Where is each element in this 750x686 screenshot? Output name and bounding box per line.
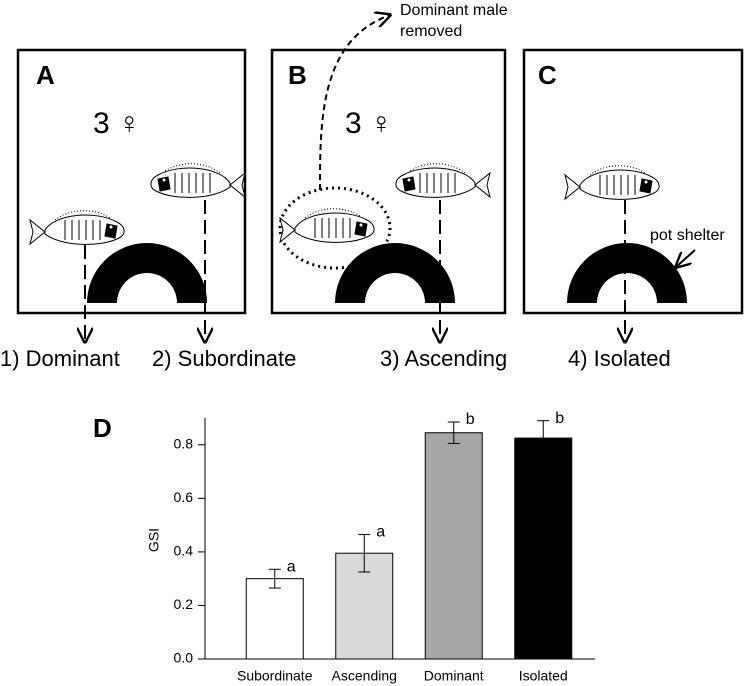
fish	[279, 208, 375, 244]
panel-label: C	[538, 60, 557, 90]
panel-c-box	[522, 48, 744, 315]
fish-face	[157, 176, 171, 192]
pot-shelter	[87, 243, 207, 303]
fish	[395, 163, 491, 199]
significance-letter: a	[287, 559, 296, 576]
female-count: 3 ♀	[93, 107, 141, 140]
group-label: 2) Subordinate	[152, 346, 296, 371]
fish-face	[104, 223, 118, 239]
y-tick-label: 0.0	[174, 650, 194, 666]
fish-face	[354, 221, 368, 237]
fish-eye	[406, 177, 412, 183]
panel-label: B	[288, 60, 307, 90]
note-line: removed	[400, 23, 462, 40]
note-line: Dominant male	[400, 2, 508, 19]
fish-eye	[161, 177, 167, 183]
group-label: 1) Dominant	[0, 346, 120, 371]
fish	[29, 210, 125, 246]
x-tick-label: Ascending	[332, 668, 397, 684]
group-label: 3) Ascending	[380, 346, 507, 371]
bar	[514, 437, 573, 660]
fish-face	[402, 176, 416, 192]
fish-face	[639, 178, 653, 194]
panel-boxes	[16, 48, 744, 315]
bar	[424, 432, 483, 660]
fish-tail	[564, 173, 581, 201]
fish-tail	[474, 171, 491, 199]
fish-eye	[643, 179, 649, 185]
removal-arrow	[319, 15, 390, 191]
y-tick-label: 0.4	[174, 543, 194, 559]
fish-tail	[279, 216, 296, 244]
y-tick-label: 0.2	[174, 596, 194, 612]
x-tick-label: Dominant	[424, 668, 484, 684]
x-tick-label: Subordinate	[237, 668, 313, 684]
panel-a-box	[16, 48, 247, 315]
pointer-arrow	[676, 249, 696, 267]
arrows	[85, 15, 696, 342]
panel-b-box	[270, 48, 507, 315]
y-tick-label: 0.8	[174, 435, 194, 451]
panel-label: D	[93, 413, 112, 443]
group-label: 4) Isolated	[568, 346, 671, 371]
bar	[245, 578, 304, 660]
fish	[150, 163, 246, 199]
fish-tail	[229, 171, 246, 199]
female-count: 3 ♀	[345, 107, 393, 140]
fish-tail	[29, 218, 46, 246]
fish-eye	[108, 224, 114, 230]
x-tick-label: Isolated	[519, 668, 568, 684]
y-tick-label: 0.6	[174, 489, 194, 505]
y-axis-label: GSI	[146, 528, 162, 552]
shelters	[87, 243, 687, 303]
significance-letter: b	[555, 410, 564, 427]
fish-eye	[358, 222, 364, 228]
significance-letter: a	[376, 524, 385, 541]
panel-label: A	[36, 60, 55, 90]
dotted-circle	[278, 186, 392, 270]
pot-shelter	[335, 243, 455, 303]
pot-shelter	[567, 243, 687, 303]
fish	[564, 165, 660, 201]
significance-letter: b	[466, 411, 475, 428]
shelter-label: pot shelter	[650, 227, 725, 244]
